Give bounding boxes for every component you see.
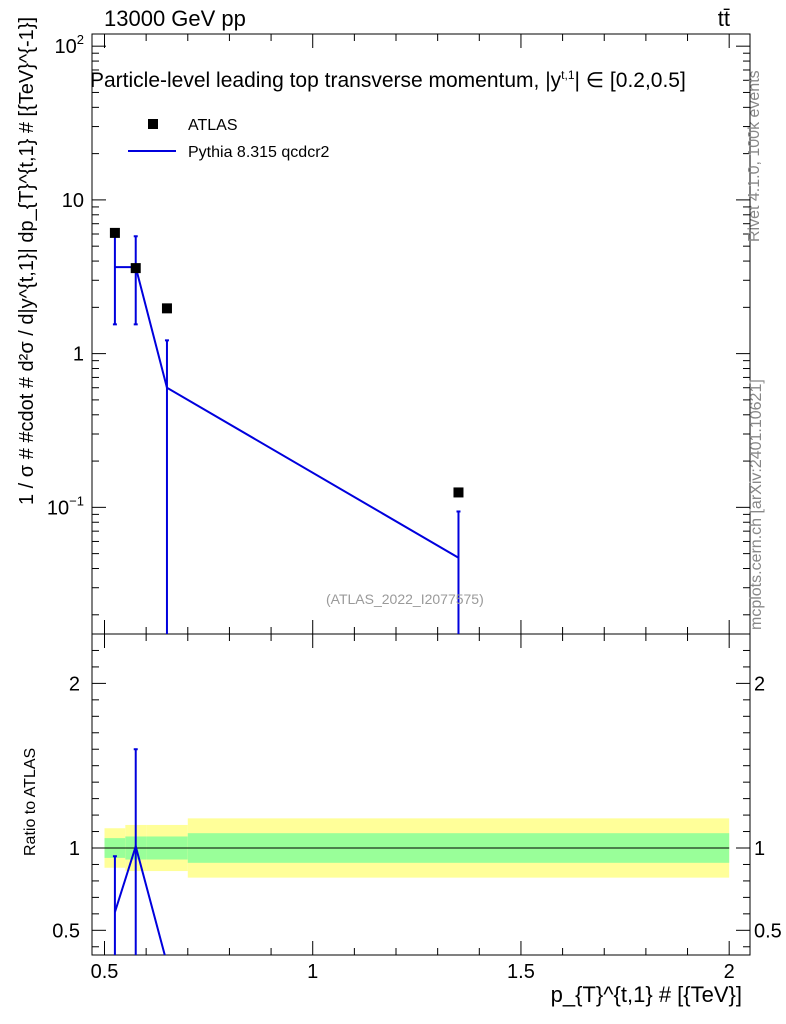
ratio-line-series	[113, 842, 166, 955]
title-superscript: t,1	[561, 68, 575, 82]
ratio-y-tick-label-right: 0.5	[754, 920, 782, 942]
title-tail: | ∈ [0.2,0.5]	[574, 69, 686, 92]
ratio-y-tick-label: 1	[69, 838, 80, 860]
title-main: Particle-level leading top transverse mo…	[90, 69, 562, 92]
analysis-id-label: (ATLAS_2022_I2077575)	[326, 591, 484, 607]
legend-marker-atlas	[148, 119, 158, 129]
process-label: tt̄	[717, 6, 730, 31]
x-tick-label: 0.5	[91, 961, 119, 983]
plot-title: Particle-level leading top transverse mo…	[90, 68, 686, 93]
x-axis-label: p_{T}^{t,1} # [{TeV}]	[550, 982, 742, 1007]
y-tick-label: 10−1	[47, 493, 84, 519]
y-axis-label-ratio: Ratio to ATLAS	[22, 747, 39, 856]
y-tick-label: 102	[55, 32, 84, 58]
ratio-y-tick-label: 2	[69, 673, 80, 695]
ratio-y-tick-label-right: 1	[754, 838, 765, 860]
atlas-data-point	[130, 263, 141, 274]
energy-label: 13000 GeV pp	[104, 6, 246, 31]
legend-label-mc: Pythia 8.315 qcdcr2	[188, 144, 330, 161]
x-tick-label: 1	[307, 961, 318, 983]
mcplots-source-note: mcplots.cern.ch [arXiv:2401.10621]	[748, 379, 765, 630]
atlas-data-point	[453, 487, 464, 498]
atlas-data-point	[161, 303, 172, 314]
ratio-y-tick-label: 0.5	[52, 920, 80, 942]
atlas-data-point	[109, 227, 120, 238]
ratio-plot-frame	[91, 633, 751, 956]
y-axis-label-main: 1 / σ # #cdot # d²σ / d|y^{t,1}| dp_{T}^…	[16, 16, 38, 505]
ratio-y-tick-label-right: 2	[754, 673, 765, 695]
legend-label-atlas: ATLAS	[188, 117, 238, 134]
y-tick-label: 1	[73, 344, 84, 366]
y-tick-label: 10	[62, 190, 84, 212]
x-tick-label: 2	[724, 961, 735, 983]
mc-line-series	[114, 266, 459, 559]
x-tick-label: 1.5	[507, 961, 535, 983]
rivet-version-note: Rivet 4.1.0, 100k events	[746, 70, 763, 242]
